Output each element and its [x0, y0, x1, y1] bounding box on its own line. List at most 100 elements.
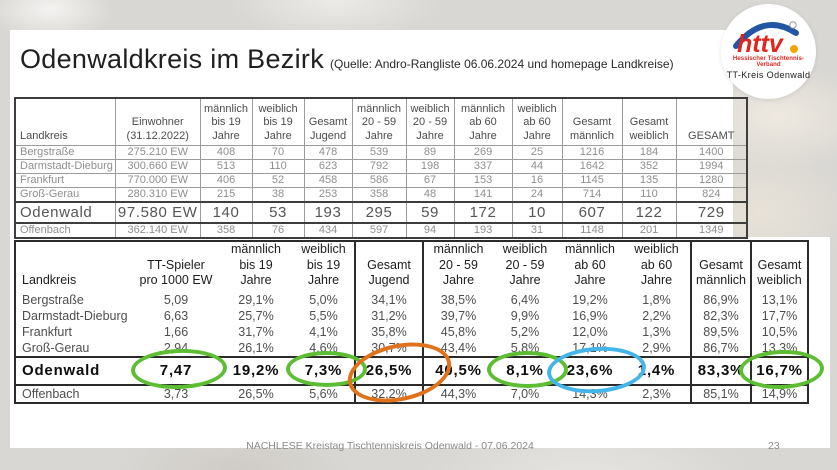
table-cell: 408 — [199, 145, 253, 160]
einwohner-statistics-table: Landkreis Einwohner (31.12.2022) männlich bi… — [14, 97, 749, 239]
table-cell: 1994 — [675, 159, 748, 174]
table-cell: 1400 — [675, 145, 748, 160]
table-row-offenbach: Offenbach 3,73 26,5% 5,6% 32,2% 44,3% 7,0% 14,3… — [15, 384, 809, 403]
table-cell: 5,0% — [309, 292, 338, 307]
table-cell: 6,4% — [510, 292, 540, 307]
table-cell: 14,9% — [750, 384, 809, 403]
table-cell: 597 — [351, 222, 407, 239]
table-cell: 1145 — [561, 173, 623, 188]
table-cell: 5,09 — [163, 292, 189, 307]
table-cell: 40,5% — [423, 355, 493, 386]
table-cell: 17,1% — [572, 340, 608, 355]
column-header-gesamt-weiblich: Gesamt weiblich — [621, 97, 677, 146]
table-cell: Groß-Gerau — [14, 187, 116, 203]
table-cell: 586 — [351, 173, 407, 188]
table-cell: 13,3% — [750, 339, 809, 357]
table-cell: 26,5% — [238, 386, 274, 401]
table-cell: 2,2% — [642, 308, 671, 323]
footer-text: NACHLESE Kreistag Tischtenniskreis Odenw… — [246, 440, 534, 452]
table-cell: 215 — [199, 187, 253, 203]
table-cell: 352 — [621, 159, 677, 174]
table-cell: 295 — [351, 201, 407, 224]
table-cell: 32,2% — [354, 384, 424, 403]
table-row-bergstrasse: Bergstraße 275.210 EW 408 70 478 539 89 269 25 12… — [14, 145, 748, 160]
table-cell: 12,0% — [572, 324, 608, 339]
table-cell: 5,6% — [309, 386, 338, 401]
slide-source-note: (Quelle: Andro-Rangliste 06.06.2024 und … — [330, 57, 674, 71]
column-header-weiblich-ab-60-jahre: weiblich ab 60 Jahre — [634, 242, 679, 288]
column-header-m-nnlich-ab-60-jahre: männlich ab 60 Jahre — [453, 97, 513, 146]
table-cell: 17,7% — [750, 307, 809, 324]
table-cell: 824 — [675, 187, 748, 203]
table-cell: 193 — [453, 222, 513, 239]
table-cell: 23,6% — [557, 355, 623, 386]
table-cell: 97.580 EW — [114, 201, 201, 224]
table-cell: Groß-Gerau — [22, 340, 90, 355]
ellipse-green-weiblich-2059-81 — [487, 351, 568, 388]
table-cell: 358 — [351, 187, 407, 203]
svg-text:httv: httv — [737, 30, 785, 56]
table-cell: Frankfurt — [22, 324, 73, 339]
table-cell: 5,5% — [309, 308, 338, 323]
table-cell: Odenwald — [15, 355, 133, 386]
column-header-weiblich-20-59-jahre: weiblich 20 - 59 Jahre — [405, 97, 455, 146]
table-cell: 31 — [511, 222, 563, 239]
table-cell: 86,9% — [690, 291, 752, 308]
table-cell: 201 — [621, 222, 677, 239]
table-row-offenbach: Offenbach 362.140 EW 358 76 434 597 94 193 31 114… — [14, 222, 748, 239]
table-cell: 4,1% — [309, 324, 338, 339]
table-cell: 70 — [251, 145, 305, 160]
table-cell: 83,3% — [690, 355, 752, 386]
table-cell: 269 — [453, 145, 513, 160]
httv-logo-icon: httv — [732, 21, 799, 56]
table-cell: 25 — [511, 145, 563, 160]
table-cell: 1216 — [561, 145, 623, 160]
table-cell: 35,8% — [354, 323, 424, 340]
column-header-weiblich-bis-19-jahre: weiblich bis 19 Jahre — [251, 97, 305, 146]
column-header-gesamt-m-nnlich: Gesamt männlich — [561, 97, 623, 146]
table-cell: 82,3% — [690, 307, 752, 324]
table-cell: 26,5% — [354, 355, 424, 386]
logo-region-name: TT-Kreis Odenwald — [726, 70, 811, 80]
table-cell: 2,94 — [163, 340, 189, 355]
table-cell: 43,4% — [440, 340, 477, 355]
table-row-bergstrasse: Bergstraße 5,09 29,1% 5,0% 34,1% 38,5% 6,4% 19,… — [15, 291, 809, 308]
page-title: Odenwaldkreis im Bezirk (Quelle: Andro-Ra… — [20, 44, 674, 75]
table-cell: 198 — [405, 159, 455, 174]
table-cell: 24 — [511, 187, 563, 203]
table-cell: 25,7% — [238, 308, 274, 323]
table-cell: 1,8% — [642, 292, 671, 307]
column-header-gesamt-weiblich: Gesamt weiblich — [750, 241, 809, 292]
table-cell: 19,2% — [572, 292, 608, 307]
table-cell: 110 — [621, 187, 677, 203]
httv-logo-badge: httv Hessischer Tischtennis-Verband TT-K… — [721, 4, 816, 99]
table-cell: 714 — [561, 187, 623, 203]
table-cell: 45,8% — [440, 324, 477, 339]
table-cell: 6,63 — [163, 308, 189, 323]
table-cell: 34,1% — [354, 291, 424, 308]
table-cell: 10 — [511, 201, 563, 224]
table-cell: 16 — [511, 173, 563, 188]
column-header-landkreis: Landkreis — [14, 97, 116, 146]
table-row-frankfurt: Frankfurt 1,66 31,7% 4,1% 35,8% 45,8% 5,2% 12,0… — [15, 323, 809, 340]
logo-org-name: Hessischer Tischtennis-Verband — [732, 56, 805, 68]
table-cell: 14,3% — [572, 386, 608, 401]
column-header-m-nnlich-bis-19-jahre: männlich bis 19 Jahre — [230, 242, 282, 288]
table-cell: 85,1% — [690, 384, 752, 403]
table-cell: 59 — [405, 201, 455, 224]
table-cell: 1,4% — [623, 355, 691, 386]
column-header-m-nnlich-20-59-jahre: männlich 20 - 59 Jahre — [351, 97, 407, 146]
ellipse-green-weiblich-bis19-73 — [286, 351, 367, 387]
table-cell: Odenwald — [14, 201, 116, 224]
table-cell: 30,7% — [354, 339, 424, 357]
table-cell: Frankfurt — [14, 173, 116, 188]
column-header-weiblich-20-59-jahre: weiblich 20 - 59 Jahre — [502, 242, 548, 288]
column-header-gesamt-jugend: Gesamt Jugend — [303, 97, 353, 146]
column-header-m-nnlich-ab-60-jahre: männlich ab 60 Jahre — [564, 242, 616, 288]
table-cell: Bergstraße — [22, 292, 84, 307]
table-cell: 16,9% — [572, 308, 608, 323]
table-cell: Darmstadt-Dieburg — [14, 159, 116, 174]
table-cell: 406 — [199, 173, 253, 188]
table-cell: 337 — [453, 159, 513, 174]
